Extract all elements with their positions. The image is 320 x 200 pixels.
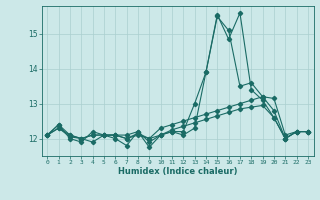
X-axis label: Humidex (Indice chaleur): Humidex (Indice chaleur) [118, 167, 237, 176]
